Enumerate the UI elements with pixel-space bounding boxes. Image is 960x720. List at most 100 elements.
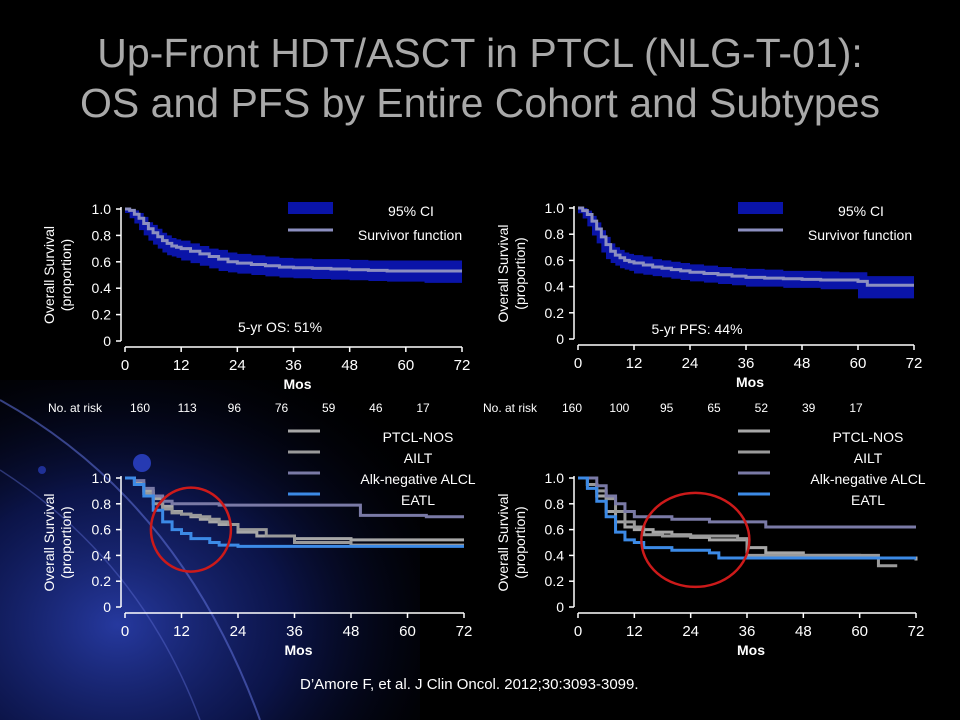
- ci-band-1: [578, 208, 914, 299]
- y-tick-label-0: 0.8: [92, 227, 112, 243]
- x-tick-label-0: 72: [454, 357, 471, 374]
- y-tick-label-1: 0.6: [545, 252, 565, 268]
- at-risk-value-0: 59: [322, 401, 336, 415]
- y-axis-label-0: Overall Survival: [41, 226, 57, 324]
- at-risk-value-0: 17: [416, 401, 430, 415]
- legend-label-survivor-1: Survivor function: [808, 227, 912, 243]
- at-risk-value-0: 46: [369, 401, 383, 415]
- x-tick-label-2: 0: [121, 623, 129, 640]
- at-risk-value-1: 95: [660, 401, 674, 415]
- x-tick-label-2: 12: [173, 623, 190, 640]
- y-tick-label-3: 1.0: [545, 470, 565, 486]
- x-axis-label-3: Mos: [737, 642, 765, 658]
- y-tick-label-3: 0.8: [545, 496, 565, 512]
- at-risk-value-1: 39: [802, 401, 816, 415]
- at-risk-label-0: No. at risk: [48, 401, 103, 415]
- x-tick-label-0: 24: [229, 357, 246, 374]
- x-tick-label-3: 36: [739, 623, 756, 640]
- x-tick-label-1: 12: [626, 355, 643, 372]
- highlight-circle-2: [149, 486, 233, 573]
- survival-curve-1-overall: [578, 206, 914, 287]
- y-tick-label-2: 0: [103, 599, 111, 615]
- y-axis-label-unit-2: (proportion): [58, 506, 74, 578]
- survival-curve-3-eatl: [578, 476, 916, 560]
- legend-label-2-3: EATL: [401, 492, 435, 508]
- y-tick-label-3: 0: [556, 599, 564, 615]
- x-tick-label-2: 72: [456, 623, 473, 640]
- y-tick-label-2: 0.2: [92, 573, 112, 589]
- x-tick-label-2: 36: [286, 623, 303, 640]
- x-tick-label-1: 48: [794, 355, 811, 372]
- x-tick-label-3: 12: [626, 623, 643, 640]
- x-tick-label-2: 48: [343, 623, 360, 640]
- slide-title-line2: OS and PFS by Entire Cohort and Subtypes: [80, 80, 880, 126]
- x-tick-label-3: 24: [682, 623, 699, 640]
- x-tick-label-2: 60: [399, 623, 416, 640]
- y-tick-label-1: 0.8: [545, 226, 565, 242]
- x-tick-label-0: 12: [173, 357, 190, 374]
- highlight-circle-3: [640, 491, 751, 589]
- legend-label-ci-0: 95% CI: [388, 203, 434, 219]
- x-tick-label-1: 24: [682, 355, 699, 372]
- y-tick-label-3: 0.2: [545, 573, 565, 589]
- x-tick-label-1: 0: [574, 355, 582, 372]
- at-risk-label-1: No. at risk: [483, 401, 538, 415]
- x-tick-label-0: 36: [285, 357, 302, 374]
- y-axis-label-3: Overall Survival: [495, 493, 511, 591]
- at-risk-value-1: 65: [707, 401, 721, 415]
- y-tick-label-2: 0.6: [92, 522, 112, 538]
- y-axis-label-1: Overall Survival: [495, 224, 511, 322]
- survival-curve-3-alk-negative-alcl: [578, 476, 916, 529]
- at-risk-value-0: 113: [178, 401, 197, 415]
- legend-swatch-ci-1: [738, 202, 783, 214]
- y-tick-label-0: 0.4: [92, 280, 112, 296]
- y-tick-label-0: 0.2: [92, 307, 112, 323]
- x-tick-label-2: 24: [230, 623, 247, 640]
- x-tick-label-1: 36: [738, 355, 755, 372]
- y-tick-label-1: 1.0: [545, 200, 565, 216]
- x-tick-label-3: 0: [574, 623, 582, 640]
- legend-label-survivor-0: Survivor function: [358, 227, 462, 243]
- legend-label-2-1: AILT: [404, 450, 433, 466]
- y-tick-label-1: 0.4: [545, 279, 565, 295]
- x-tick-label-3: 72: [908, 623, 925, 640]
- survival-curve-3-ailt: [578, 476, 898, 568]
- x-axis-label-2: Mos: [285, 642, 313, 658]
- at-risk-value-1: 17: [849, 401, 863, 415]
- ci-band-0: [125, 209, 462, 283]
- y-axis-label-unit-3: (proportion): [512, 506, 528, 578]
- legend-label-3-2: Alk-negative ALCL: [810, 471, 925, 487]
- x-tick-label-1: 60: [850, 355, 867, 372]
- x-tick-label-3: 60: [851, 623, 868, 640]
- at-risk-value-0: 76: [275, 401, 289, 415]
- legend-label-2-0: PTCL-NOS: [383, 429, 454, 445]
- y-tick-label-0: 1.0: [92, 201, 112, 217]
- y-tick-label-2: 0.4: [92, 547, 112, 563]
- slide-title-line1: Up-Front HDT/ASCT in PTCL (NLG-T-01):: [97, 30, 863, 76]
- legend-label-3-0: PTCL-NOS: [833, 429, 904, 445]
- y-tick-label-0: 0.6: [92, 254, 112, 270]
- x-tick-label-3: 48: [795, 623, 812, 640]
- x-axis-label-1: Mos: [736, 374, 764, 390]
- at-risk-value-0: 160: [130, 401, 150, 415]
- y-tick-label-2: 0.8: [92, 496, 112, 512]
- survival-curve-0-overall: [125, 207, 462, 273]
- legend-label-3-3: EATL: [851, 492, 885, 508]
- y-tick-label-0: 0: [103, 333, 111, 349]
- annotation-1: 5-yr PFS: 44%: [651, 321, 742, 337]
- legend-label-ci-1: 95% CI: [838, 203, 884, 219]
- at-risk-value-1: 52: [755, 401, 769, 415]
- legend-label-2-2: Alk-negative ALCL: [360, 471, 475, 487]
- x-tick-label-0: 60: [397, 357, 414, 374]
- survival-curve-2-ailt: [125, 476, 464, 547]
- survival-curve-2-eatl: [125, 476, 464, 548]
- x-tick-label-0: 48: [341, 357, 358, 374]
- legend-swatch-ci-0: [288, 202, 333, 214]
- at-risk-value-0: 96: [228, 401, 242, 415]
- x-tick-label-1: 72: [906, 355, 923, 372]
- x-axis-label-0: Mos: [284, 376, 312, 392]
- x-tick-label-0: 0: [121, 357, 129, 374]
- y-axis-label-unit-1: (proportion): [512, 237, 528, 309]
